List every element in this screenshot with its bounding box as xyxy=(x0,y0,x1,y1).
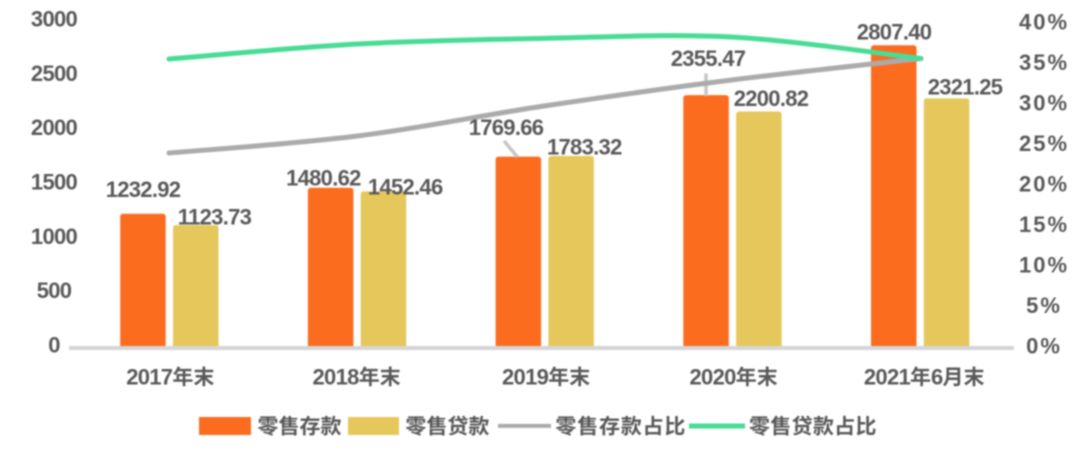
svg-text:6: 6 xyxy=(931,364,943,389)
svg-text:35%: 35% xyxy=(1019,50,1069,75)
svg-text:30%: 30% xyxy=(1019,91,1069,116)
svg-text:1480.62: 1480.62 xyxy=(286,166,361,191)
svg-text:2000: 2000 xyxy=(31,115,78,140)
svg-text:2019: 2019 xyxy=(502,364,549,389)
svg-text:2017: 2017 xyxy=(126,364,173,389)
svg-text:20%: 20% xyxy=(1019,172,1069,197)
svg-text:0: 0 xyxy=(48,333,60,358)
svg-text:2355.47: 2355.47 xyxy=(671,46,746,71)
svg-text:3000: 3000 xyxy=(31,7,78,32)
svg-text:40%: 40% xyxy=(1019,10,1069,35)
svg-text:5%: 5% xyxy=(1026,293,1062,318)
svg-text:2021: 2021 xyxy=(864,364,911,389)
svg-text:2200.82: 2200.82 xyxy=(734,86,809,111)
svg-text:25%: 25% xyxy=(1019,131,1069,156)
svg-text:1783.32: 1783.32 xyxy=(547,135,622,160)
svg-text:1769.66: 1769.66 xyxy=(469,115,544,140)
svg-text:1452.46: 1452.46 xyxy=(368,174,443,199)
svg-text:1500: 1500 xyxy=(31,170,78,195)
svg-text:1000: 1000 xyxy=(31,224,78,249)
svg-text:2321.25: 2321.25 xyxy=(928,75,1003,100)
svg-text:2018: 2018 xyxy=(313,364,360,389)
svg-text:10%: 10% xyxy=(1019,253,1069,278)
svg-text:2807.40: 2807.40 xyxy=(857,20,932,45)
svg-text:2500: 2500 xyxy=(31,61,78,86)
svg-text:15%: 15% xyxy=(1019,212,1069,237)
svg-text:2020: 2020 xyxy=(690,364,737,389)
svg-text:0%: 0% xyxy=(1026,334,1062,359)
svg-text:1123.73: 1123.73 xyxy=(178,205,252,230)
svg-text:500: 500 xyxy=(37,278,72,303)
svg-text:1232.92: 1232.92 xyxy=(106,177,181,202)
